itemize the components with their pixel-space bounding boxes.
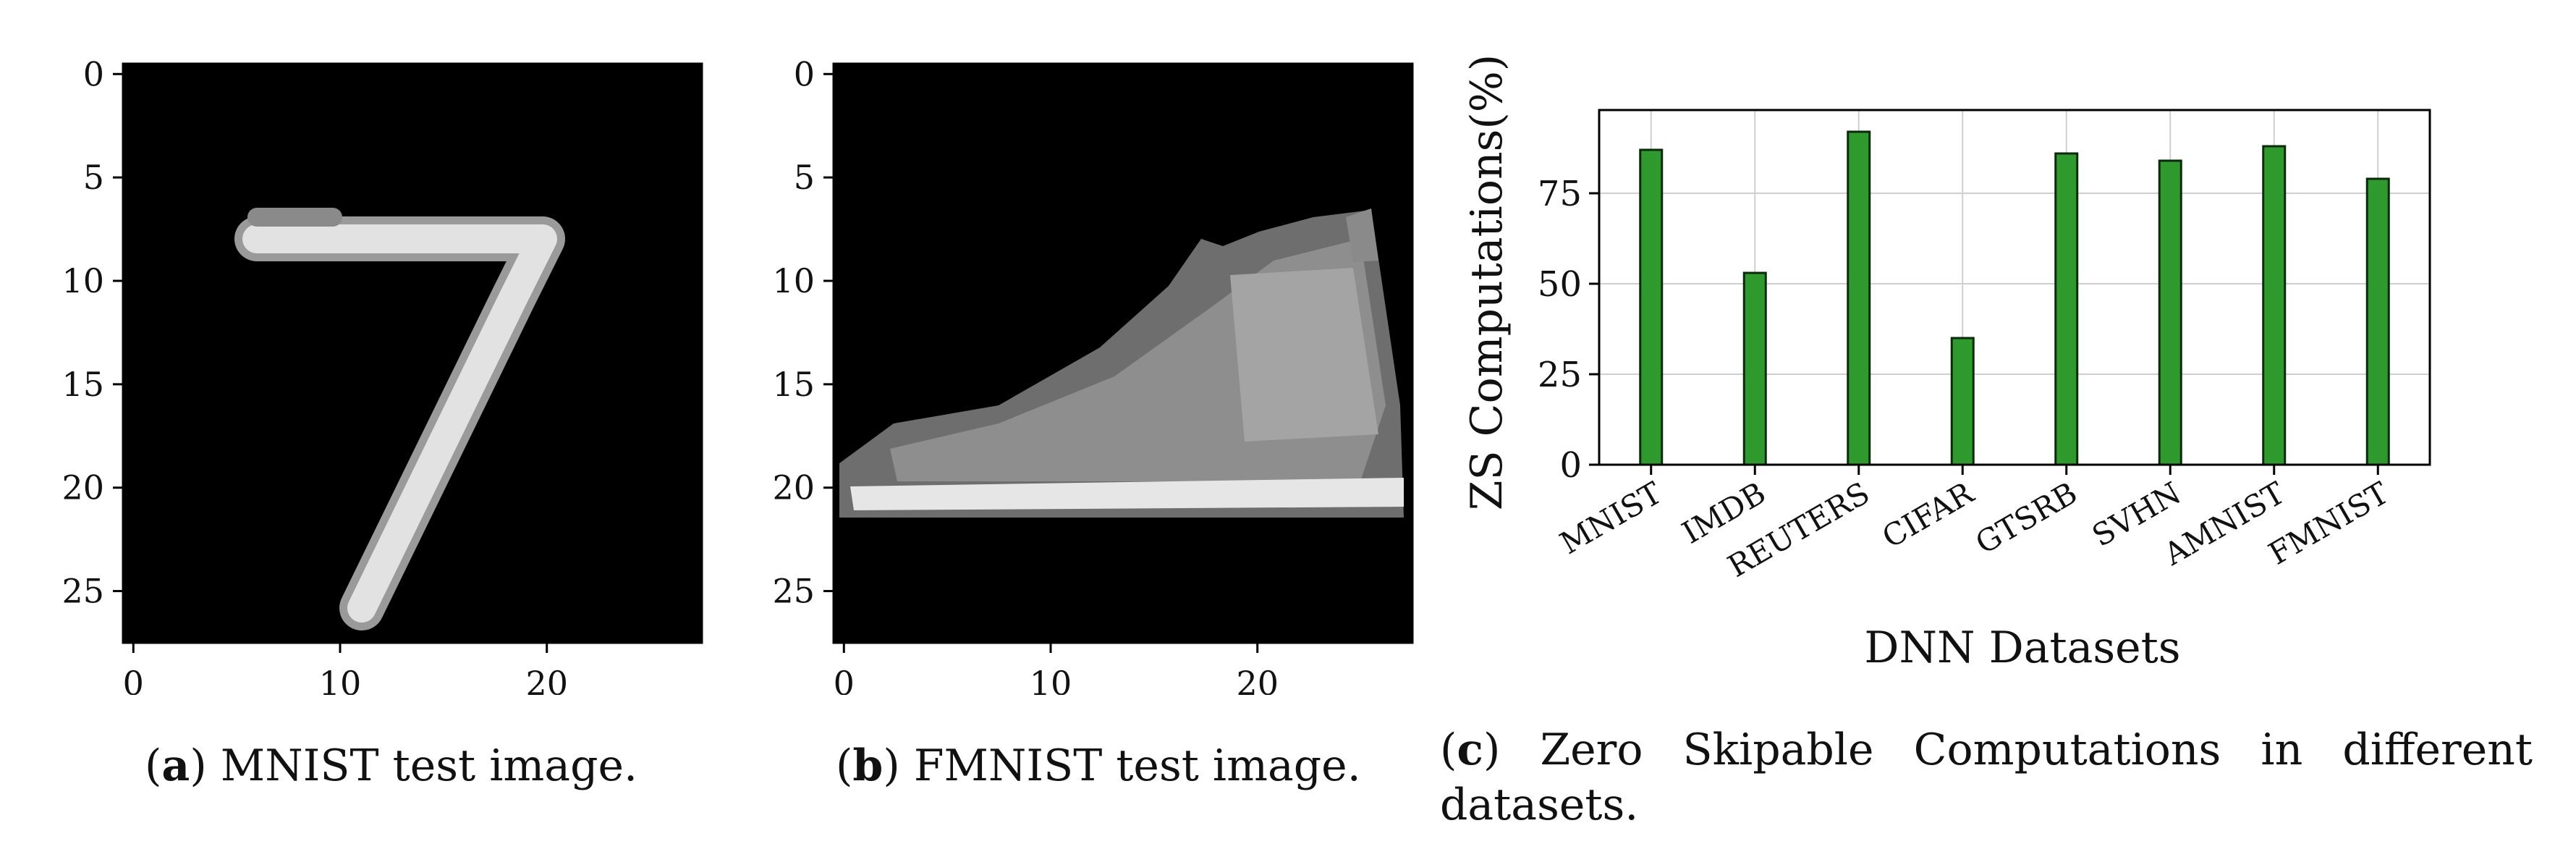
fmnist-boot-shape <box>839 208 1404 518</box>
mnist-digit-strokes <box>234 208 565 630</box>
chart-x-tick-label: GTSRB <box>1970 475 2083 561</box>
chart-bar-reuters <box>1847 130 1871 466</box>
chart-x-tick-label: MNIST <box>1554 475 1668 561</box>
chart-y-tick-label: 50 <box>1538 264 1582 305</box>
chart-x-axis-label: DNN Datasets <box>1864 623 2180 673</box>
fmnist-y-tick-label: 10 <box>772 261 815 300</box>
caption-b: (b) FMNIST test image. <box>836 740 1361 791</box>
mnist-y-tick-label: 0 <box>83 54 104 93</box>
mnist-image <box>123 64 702 643</box>
fmnist-x-tick-label: 0 <box>834 664 855 695</box>
chart-bar-gtsrb <box>2054 152 2079 466</box>
caption-c: (c) Zero Skipable Computations in differ… <box>1440 725 2533 830</box>
fmnist-x-tick-label: 20 <box>1236 664 1279 695</box>
chart-y-tick-label: 0 <box>1559 445 1582 486</box>
chart-x-tick-label: FMNIST <box>2263 475 2394 572</box>
mnist-y-tick-label: 25 <box>62 572 104 611</box>
chart-bar-amnist <box>2262 145 2287 466</box>
mnist-y-tick-label: 10 <box>62 261 104 300</box>
chart-bar-svhn <box>2158 159 2182 466</box>
chart-bar-imdb <box>1742 271 1767 466</box>
panel-b-figure: 0 10 20 0 5 10 15 20 25 <box>772 54 1414 695</box>
caption-a-text: MNIST test image. <box>220 740 638 791</box>
chart-y-tick-label: 75 <box>1538 174 1582 214</box>
mnist-x-tick-label: 0 <box>123 664 144 695</box>
fmnist-y-tick-label: 15 <box>772 365 815 404</box>
fmnist-y-tick-label: 5 <box>794 158 815 197</box>
panel-a-figure: 0 10 20 0 5 10 15 20 25 <box>62 54 703 695</box>
chart-bar-cifar <box>1950 337 1975 466</box>
chart-plot-frame <box>1598 109 2431 466</box>
mnist-y-tick-label: 20 <box>62 468 104 507</box>
caption-b-label: b <box>852 740 884 791</box>
caption-c-text: Zero Skipable Computations in different … <box>1440 725 2533 830</box>
chart-y-tick-label: 25 <box>1538 355 1582 395</box>
caption-a-label: a <box>161 740 190 791</box>
fmnist-x-tick-label: 10 <box>1030 664 1072 695</box>
fmnist-y-tick-label: 0 <box>794 54 815 93</box>
caption-a: (a) MNIST test image. <box>145 740 638 791</box>
mnist-y-tick-label: 5 <box>83 158 104 197</box>
fmnist-y-tick-label: 20 <box>772 468 815 507</box>
caption-c-label: c <box>1457 725 1483 775</box>
chart-bar-fmnist <box>2365 177 2390 466</box>
fmnist-y-tick-label: 25 <box>772 572 815 611</box>
mnist-x-tick-label: 10 <box>319 664 362 695</box>
mnist-y-tick-label: 15 <box>62 365 104 404</box>
chart-bar-mnist <box>1639 148 1664 466</box>
caption-b-text: FMNIST test image. <box>913 740 1361 791</box>
chart-x-tick-label: CIFAR <box>1876 475 1980 555</box>
chart-y-axis-label: ZS Computations(%) <box>1462 54 1512 510</box>
mnist-x-tick-label: 20 <box>525 664 568 695</box>
